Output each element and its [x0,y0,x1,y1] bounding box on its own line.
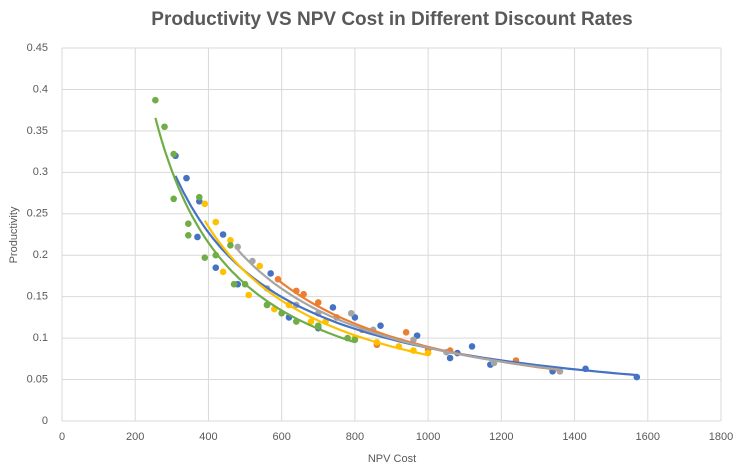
data-point [347,309,355,317]
trendline [154,117,356,344]
data-point [267,270,274,277]
trendline [236,249,561,371]
data-point [227,241,234,249]
x-tick-label: 1800 [709,431,733,443]
data-point [195,193,203,201]
x-tick-label: 600 [272,431,290,443]
y-tick-label: 0.15 [27,291,48,303]
data-point [194,233,201,241]
y-tick-label: 0.2 [33,249,48,261]
x-tick-label: 1600 [636,431,660,443]
data-point [201,254,209,262]
data-point [152,96,159,104]
x-axis-label: NPV Cost [368,453,416,465]
y-tick-label: 0.1 [33,332,48,344]
data-point [212,218,220,226]
data-point [183,174,190,182]
data-point [245,291,253,299]
x-tick-label: 1200 [489,431,513,443]
data-point [185,220,192,228]
data-point [219,268,227,276]
y-tick-label: 0.45 [27,42,48,54]
data-point [170,150,177,158]
data-point [329,304,337,311]
data-point [446,354,454,362]
y-tick-label: 0.4 [33,83,48,95]
data-point [410,336,417,344]
data-point [230,280,238,288]
trendline [174,175,637,377]
x-tick-label: 800 [346,431,364,443]
data-point [161,123,168,131]
y-tick-label: 0.3 [33,166,48,178]
data-point [256,262,264,270]
data-point [185,232,192,239]
y-axis-label: Productivity [8,206,20,263]
data-point [468,343,476,350]
data-point [170,195,177,203]
data-point [314,299,322,306]
x-tick-label: 400 [199,431,217,443]
chart-title: Productivity VS NPV Cost in Different Di… [151,9,632,30]
y-tick-label: 0 [42,415,48,427]
y-tick-label: 0.05 [27,373,48,385]
data-point [402,329,410,336]
x-tick-label: 1400 [562,431,586,443]
x-tick-label: 1000 [416,431,440,443]
data-point [201,200,209,208]
data-point [377,322,384,329]
x-tick-label: 0 [59,431,65,443]
y-tick-label: 0.25 [27,208,48,220]
data-point [212,264,220,271]
data-point [307,318,315,325]
y-tick-label: 0.35 [27,125,48,137]
data-point [227,237,234,244]
data-point [219,231,227,238]
x-tick-label: 200 [126,431,144,443]
data-point [234,243,242,251]
trendline [203,220,429,357]
